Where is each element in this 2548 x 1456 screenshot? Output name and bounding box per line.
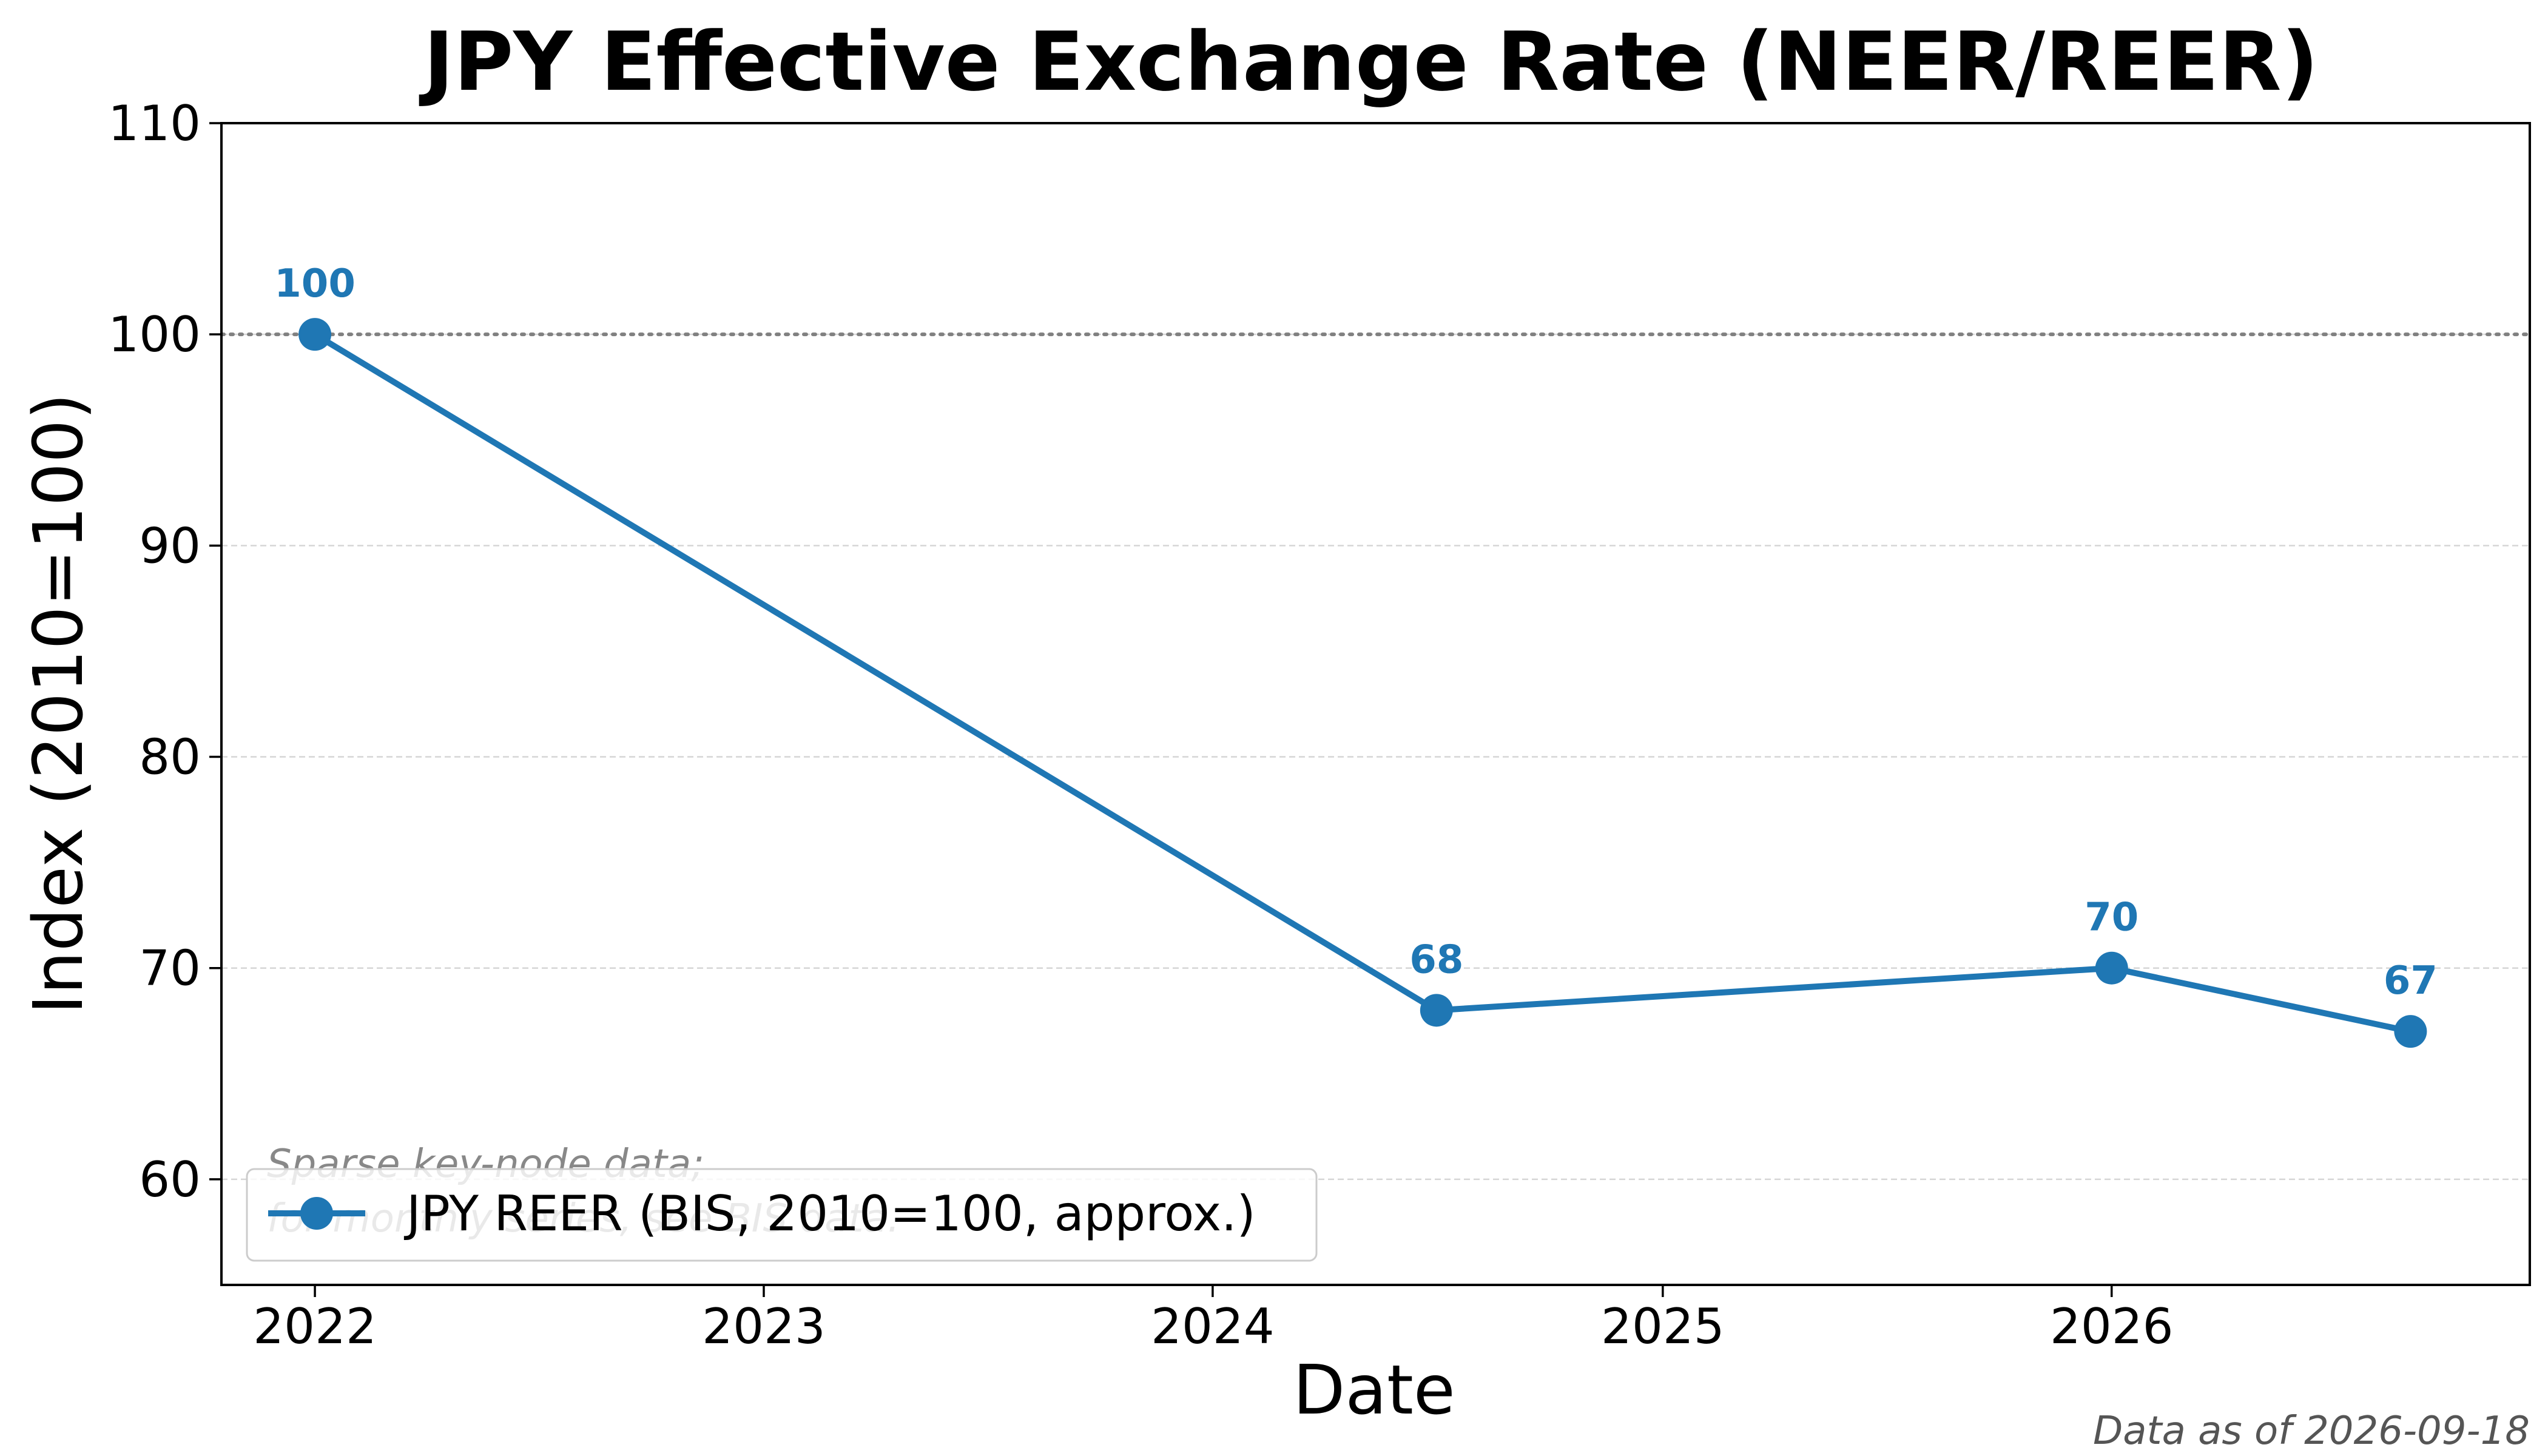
data-as-of-footnote: Data as of 2026-09-18 (2093, 1409, 2530, 1454)
x-tick-label: 2025 (1601, 1298, 1725, 1355)
legend-label: JPY REER (BIS, 2010=100, approx.) (403, 1185, 1256, 1242)
plot-frame (220, 122, 2531, 1286)
y-tick-label: 80 (139, 729, 201, 786)
y-tick-label: 90 (139, 517, 201, 574)
data-point (2394, 1015, 2427, 1048)
data-point (298, 318, 332, 351)
series-group (298, 318, 2427, 1048)
legend-point-marker (300, 1197, 333, 1230)
x-tick-label: 2023 (702, 1298, 826, 1355)
data-point (2095, 951, 2128, 985)
data-label: 67 (2384, 959, 2438, 1003)
legend: JPY REER (BIS, 2010=100, approx.) (246, 1168, 1318, 1262)
legend-box (246, 1168, 1318, 1262)
x-tick-label: 2026 (2050, 1298, 2174, 1355)
data-point (1420, 994, 1453, 1027)
data-label: 100 (274, 261, 356, 306)
series-line (312, 331, 2414, 1035)
y-axis-label: Index (2010=100) (19, 393, 98, 1014)
y-tick-label: 100 (108, 306, 201, 363)
data-label-group: 100 68 70 67 (274, 261, 2438, 1003)
y-tick-label: 70 (139, 940, 201, 997)
data-label: 68 (1409, 937, 1463, 982)
x-tick-label: 2022 (253, 1298, 377, 1355)
chart-title: JPY Effective Exchange Rate (NEER/REER) (419, 15, 2319, 109)
x-axis-label: Date (1293, 1351, 1455, 1430)
x-tick-label: 2024 (1151, 1298, 1275, 1355)
y-tick-label: 110 (108, 95, 201, 152)
data-label: 70 (2085, 895, 2138, 940)
y-axis: 60 70 80 90 100 110 (108, 95, 221, 1208)
y-tick-label: 60 (139, 1151, 201, 1208)
x-axis: 2022 2023 2024 2025 2026 (253, 1285, 2174, 1355)
